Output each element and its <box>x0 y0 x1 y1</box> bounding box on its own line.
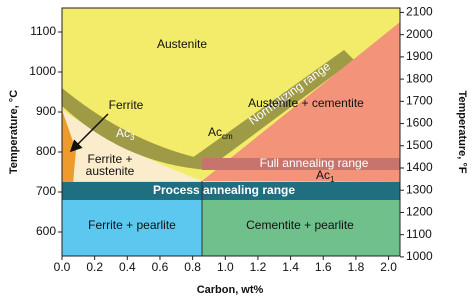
austenite-cementite-region <box>202 22 400 182</box>
line-label: Ac1 <box>316 168 335 184</box>
y-tick-label: 800 <box>36 144 56 158</box>
subscript: cm <box>222 132 233 141</box>
label: Ac <box>316 168 330 182</box>
region-label: Ferrite + pearlite <box>88 218 176 232</box>
x-tick-label: 1.8 <box>348 260 365 274</box>
y2-tick-label: 1400 <box>406 160 433 174</box>
y-tick-label: 1000 <box>29 64 56 78</box>
y-tick-label: 700 <box>36 184 56 198</box>
region-label: Ferrite + <box>87 152 132 166</box>
y2-tick-label: 1800 <box>406 71 433 85</box>
range-label: Process annealing range <box>153 183 295 197</box>
plot-frame <box>61 7 401 257</box>
region-label: Austenite <box>157 37 207 51</box>
y2-tick-label: 1900 <box>406 49 433 63</box>
x-tick-label: 0.2 <box>86 260 103 274</box>
x-tick-label: 1.6 <box>315 260 332 274</box>
y-axis-label: Temperature, °C <box>8 90 20 174</box>
plot-regions <box>62 8 400 256</box>
label: Ac <box>116 126 130 140</box>
region-label: Austenite + cementite <box>248 96 364 110</box>
x-tick-label: 1.4 <box>282 260 299 274</box>
label: Ac <box>208 125 222 139</box>
region-label: austenite <box>86 164 135 178</box>
x-tick-label: 0.0 <box>54 260 71 274</box>
y2-tick-label: 1100 <box>406 227 432 241</box>
y2-tick-label: 1000 <box>406 249 433 263</box>
x-tick-label: 2.0 <box>380 260 397 274</box>
y2-tick-label: 1700 <box>406 94 433 108</box>
subscript: 1 <box>330 175 335 184</box>
x-tick-label: 1.0 <box>217 260 234 274</box>
y2-tick-label: 2000 <box>406 27 433 41</box>
ferrite-pearlite-region <box>62 200 202 256</box>
process-annealing-band <box>62 182 400 200</box>
region-label: Cementite + pearlite <box>246 218 354 232</box>
line-label: Ac3 <box>116 126 135 142</box>
y-tick-label: 600 <box>36 224 56 238</box>
x-tick-label: 0.8 <box>184 260 201 274</box>
y2-tick-label: 1600 <box>406 116 433 130</box>
y2-tick-label: 1200 <box>406 205 433 219</box>
normalizing-band-acm <box>192 50 354 170</box>
ferrite-austenite-region <box>62 110 202 181</box>
subscript: 3 <box>130 133 135 142</box>
y2-axis-label: Temperature, °F <box>456 90 468 173</box>
y2-tick-label: 1300 <box>406 182 433 196</box>
line-label: Accm <box>208 125 233 141</box>
full-annealing-band <box>202 158 400 170</box>
x-tick-label: 1.2 <box>250 260 267 274</box>
y-tick-label: 1100 <box>30 24 56 38</box>
normalizing-band-a3 <box>62 88 208 170</box>
arrow <box>69 113 109 153</box>
y2-tick-label: 2100 <box>406 5 433 19</box>
y2-tick-label: 1500 <box>406 138 433 152</box>
cementite-pearlite-region <box>202 200 400 256</box>
range-label: Full annealing range <box>260 156 369 170</box>
x-axis-label: Carbon, wt% <box>197 284 264 296</box>
x-tick-label: 0.4 <box>119 260 136 274</box>
x-tick-label: 0.6 <box>152 260 169 274</box>
y-tick-label: 900 <box>36 104 56 118</box>
region-label: Ferrite <box>109 98 144 112</box>
